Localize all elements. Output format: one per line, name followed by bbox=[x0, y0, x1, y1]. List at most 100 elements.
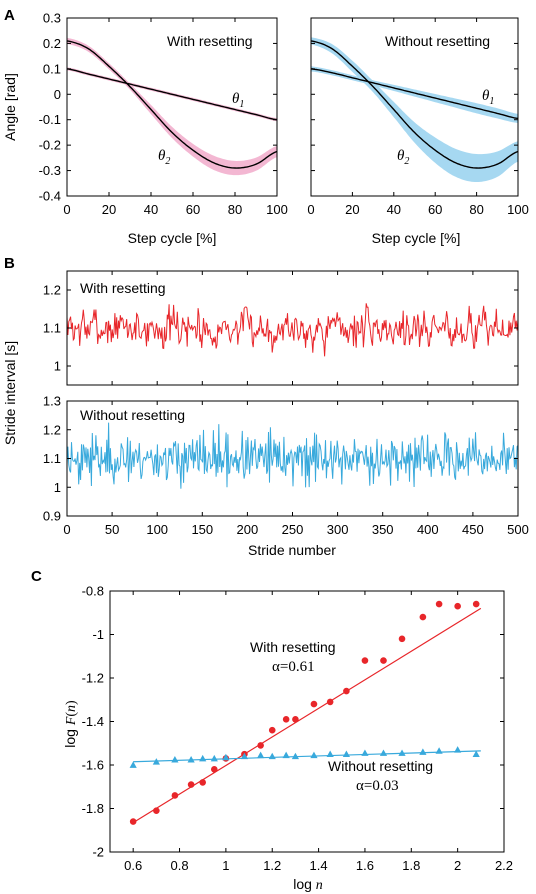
a1-xtick-label-0: 0 bbox=[63, 202, 70, 217]
panel-c-dfa: 0.6 0.8 1 1.2 1.4 1.6 1.8 2 2.2 -0.8 -1 -1.2 -1.4 -1… bbox=[62, 584, 513, 894]
c-ytick-label-3: -1.4 bbox=[82, 714, 104, 729]
a1-ytick-label-4: -0.1 bbox=[39, 112, 61, 127]
c-point-without-16 bbox=[379, 749, 388, 756]
c-point-without-3 bbox=[187, 755, 195, 763]
c-point-with-20 bbox=[454, 602, 461, 610]
b2-xtick-label-9: 450 bbox=[462, 522, 484, 537]
panel-letter-a: A bbox=[4, 7, 15, 24]
b2-stride-line bbox=[66, 422, 519, 489]
c-ytick-label-2: -1.2 bbox=[82, 671, 104, 686]
b1-ytick-label-0: 1.2 bbox=[43, 283, 61, 298]
panel-b-ylabel: Stride interval [s] bbox=[2, 341, 18, 445]
c-xtick-label-6: 1.8 bbox=[402, 858, 420, 873]
a1-ytick-label-0: 0.3 bbox=[43, 11, 61, 26]
b2-xtick-label-3: 150 bbox=[191, 522, 213, 537]
panel-a-without-resetting-label: Without resetting bbox=[385, 33, 490, 49]
with-resetting-annotation: With resetting bbox=[250, 639, 336, 655]
c-point-without-17 bbox=[398, 749, 406, 756]
panel-letter-c: C bbox=[31, 568, 42, 585]
panel-a-with-resetting: 0 20 40 60 80 100 0.30.20.10-0.1-0.2-0.3-0.4 … bbox=[2, 11, 288, 247]
c-point-without-15 bbox=[361, 749, 369, 756]
panel-c-xlabel: log n bbox=[293, 876, 323, 893]
a2-band-2 bbox=[311, 37, 518, 182]
panel-a-without-resetting: 0 20 40 60 80 100 Without resetting θ1 θ2 Ste… bbox=[307, 17, 529, 246]
a1-ytick-label-7: -0.4 bbox=[39, 189, 61, 204]
a1-ytick-label-6: -0.3 bbox=[39, 163, 61, 178]
a2-xtick-label-2: 40 bbox=[387, 202, 401, 217]
b2-ytick-label-1: 1.2 bbox=[43, 422, 61, 437]
a2-line-1 bbox=[310, 68, 519, 120]
panel-c-ylabel: log F(n) bbox=[62, 700, 79, 748]
b1-ytick-label-1: 1.1 bbox=[43, 321, 61, 336]
panel-a-xlabel-right: Step cycle [%] bbox=[372, 230, 461, 246]
a1-band-2 bbox=[67, 37, 277, 176]
theta2-label-right: θ2 bbox=[397, 148, 409, 167]
b2-ytick-label-3: 1 bbox=[54, 480, 61, 495]
c-point-without-11 bbox=[291, 752, 300, 760]
a1-line-1 bbox=[66, 68, 278, 121]
c-xtick-label-2: 1 bbox=[222, 858, 229, 873]
c-ytick-label-1: -1 bbox=[92, 627, 104, 642]
panel-letter-b: B bbox=[4, 255, 15, 272]
c-ytick-label-5: -1.8 bbox=[82, 801, 104, 816]
c-point-without-1 bbox=[152, 758, 160, 765]
c-point-with-18 bbox=[419, 613, 427, 621]
c-point-with-12 bbox=[310, 700, 318, 708]
a2-xtick-label-5: 100 bbox=[507, 202, 529, 217]
c-point-with-13 bbox=[326, 698, 334, 706]
c-point-without-8 bbox=[257, 751, 265, 759]
b2-xtick-label-7: 350 bbox=[372, 522, 394, 537]
c-point-with-16 bbox=[380, 657, 387, 664]
c-point-without-14 bbox=[342, 750, 350, 758]
b2-xtick-label-10: 500 bbox=[507, 522, 529, 537]
b2-xtick-label-8: 400 bbox=[417, 522, 439, 537]
c-point-with-4 bbox=[199, 779, 207, 786]
c-xtick-label-5: 1.6 bbox=[356, 858, 374, 873]
a1-ytick-label-5: -0.2 bbox=[39, 138, 61, 153]
a2-xtick-label-4: 80 bbox=[469, 202, 483, 217]
c-point-with-11 bbox=[292, 716, 299, 723]
panel-b-xlabel: Stride number bbox=[248, 542, 336, 558]
with-resetting-alpha: α=0.61 bbox=[272, 659, 315, 675]
panel-b-without-resetting-label: Without resetting bbox=[80, 407, 185, 423]
c-point-with-21 bbox=[472, 600, 480, 608]
panel-b-with-resetting: 1.2 1.1 1 With resetting bbox=[43, 270, 519, 386]
c-ytick-label-0: -0.8 bbox=[82, 584, 104, 599]
theta1-label-right: θ1 bbox=[482, 88, 494, 107]
a2-line-2 bbox=[310, 40, 519, 169]
panel-b-with-resetting-label: With resetting bbox=[80, 280, 166, 296]
c-point-without-4 bbox=[199, 754, 207, 762]
a1-xtick-label-5: 100 bbox=[266, 202, 288, 217]
a1-xtick-label-2: 40 bbox=[144, 202, 158, 217]
c-point-with-15 bbox=[361, 657, 369, 664]
c-point-with-0 bbox=[129, 818, 137, 825]
c-xtick-label-4: 1.4 bbox=[310, 858, 328, 873]
c-point-without-6 bbox=[222, 753, 230, 761]
b2-xtick-label-4: 200 bbox=[237, 522, 259, 537]
c-point-without-19 bbox=[435, 747, 443, 754]
a1-ytick-label-2: 0.1 bbox=[43, 61, 61, 76]
a2-xtick-label-0: 0 bbox=[307, 202, 314, 217]
c-xtick-label-3: 1.2 bbox=[263, 858, 281, 873]
a1-xtick-label-1: 20 bbox=[102, 202, 116, 217]
a1-xtick-label-3: 60 bbox=[186, 202, 200, 217]
theta1-label: θ1 bbox=[232, 91, 244, 110]
theta2-label: θ2 bbox=[158, 148, 170, 167]
c-ytick-label-6: -2 bbox=[92, 845, 104, 860]
a2-xtick-label-3: 60 bbox=[428, 202, 442, 217]
b2-xtick-label-1: 50 bbox=[105, 522, 119, 537]
c-xtick-label-1: 0.8 bbox=[170, 858, 188, 873]
panel-a-with-resetting-label: With resetting bbox=[167, 33, 253, 49]
c-point-with-9 bbox=[268, 726, 276, 734]
c-point-without-13 bbox=[326, 750, 334, 758]
c-point-without-5 bbox=[210, 754, 218, 762]
c-xtick-label-7: 2 bbox=[454, 858, 461, 873]
c-point-with-14 bbox=[343, 687, 350, 695]
panel-a-xlabel-left: Step cycle [%] bbox=[128, 230, 217, 246]
without-resetting-alpha: α=0.03 bbox=[356, 778, 399, 794]
panel-b-without-resetting: 1.3 1.2 1.1 1 0.9 0 50 100 150 200 250 300 350 400 45… bbox=[43, 394, 529, 559]
c-point-without-18 bbox=[419, 748, 427, 755]
c-point-without-7 bbox=[240, 752, 249, 760]
without-resetting-annotation: Without resetting bbox=[328, 758, 433, 774]
c-ytick-label-4: -1.6 bbox=[82, 758, 104, 773]
